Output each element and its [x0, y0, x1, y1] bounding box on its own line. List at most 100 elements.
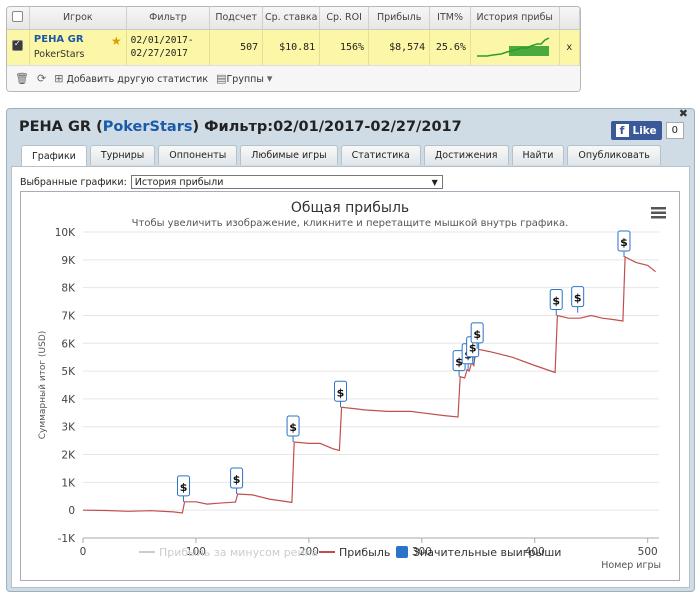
- y-tick-label: 1K: [61, 477, 76, 489]
- y-tick-label: -1K: [58, 533, 76, 545]
- groups-icon: ▤: [216, 72, 227, 85]
- player-cell: PEHA GR PokerStars ★: [29, 29, 127, 65]
- groups-dropdown[interactable]: ▤Группы ▾: [216, 72, 272, 85]
- col-profit[interactable]: Прибыль: [368, 7, 431, 30]
- filter-line-2: 02/27/2017: [130, 48, 188, 60]
- legend-profit-label[interactable]: Прибыль: [339, 546, 390, 559]
- chart-selector-row: Выбранные графики: История прибыли ▼: [20, 175, 443, 189]
- x-tick-label: 400: [525, 546, 545, 558]
- y-tick-label: 3K: [61, 422, 76, 434]
- tab-statistics[interactable]: Статистика: [340, 145, 421, 165]
- add-stats-label: Добавить другую статистик: [66, 74, 209, 85]
- stats-toolbar: 🗑 ⟳ ⊞ Добавить другую статистик ▤Группы …: [7, 65, 580, 91]
- facebook-like-widget: f Like 0: [610, 121, 684, 140]
- big-win-marker[interactable]: [470, 322, 484, 344]
- col-avg-roi[interactable]: Ср. ROI: [319, 7, 370, 30]
- big-win-marker-label: $: [469, 342, 477, 355]
- big-win-marker[interactable]: [286, 415, 300, 437]
- profit-cell: $8,574: [368, 29, 431, 65]
- col-profit-history[interactable]: История прибы: [470, 7, 560, 30]
- big-win-marker-label: $: [552, 294, 560, 307]
- tab-achievements[interactable]: Достижения: [423, 145, 509, 165]
- big-win-marker[interactable]: [230, 467, 244, 489]
- big-win-marker[interactable]: [334, 380, 348, 402]
- tab-charts[interactable]: Графики: [21, 145, 87, 166]
- col-avg-stake[interactable]: Ср. ставка: [262, 7, 321, 30]
- select-all-header[interactable]: [7, 7, 30, 30]
- big-win-marker-label: $: [574, 292, 582, 305]
- facebook-like-button[interactable]: f Like: [610, 121, 662, 140]
- legend-rake-label[interactable]: Прибыль за минусом рейка: [159, 546, 318, 559]
- big-win-marker-label: $: [289, 421, 297, 434]
- tab-tournaments[interactable]: Турниры: [89, 145, 156, 165]
- refresh-icon[interactable]: ⟳: [36, 72, 47, 85]
- profit-history-cell: [470, 29, 560, 65]
- tab-content: Выбранные графики: История прибыли ▼ Общ…: [11, 166, 690, 588]
- menu-icon[interactable]: [651, 216, 666, 219]
- big-win-marker[interactable]: [549, 288, 563, 310]
- chart-selector-value: История прибыли: [134, 176, 224, 188]
- big-win-marker-label: $: [620, 236, 628, 249]
- y-tick-label: 10K: [55, 227, 76, 239]
- row-checkbox-cell[interactable]: [7, 29, 30, 65]
- x-tick-label: 300: [412, 546, 432, 558]
- select-all-checkbox[interactable]: [12, 10, 24, 22]
- col-filter[interactable]: Фильтр: [126, 7, 211, 30]
- close-icon[interactable]: ✖: [678, 107, 688, 120]
- profit-chart[interactable]: Общая прибыль Чтобы увеличить изображение…: [20, 191, 680, 581]
- chevron-down-icon: ▾: [266, 72, 273, 85]
- y-tick-label: 2K: [61, 450, 76, 462]
- panel-tabs: Графики Турниры Оппоненты Любимые игры С…: [21, 145, 661, 166]
- trash-icon[interactable]: 🗑: [15, 72, 29, 85]
- big-win-marker[interactable]: [177, 475, 191, 497]
- x-axis-label: Номер игры: [601, 560, 661, 571]
- tab-find[interactable]: Найти: [511, 145, 565, 165]
- chart-subtitle: Чтобы увеличить изображение, кликните и …: [132, 218, 569, 229]
- filter-line-1: 02/01/2017-: [130, 35, 194, 47]
- chart-selector-dropdown[interactable]: История прибыли ▼: [130, 175, 443, 189]
- facebook-like-count: 0: [665, 122, 684, 139]
- tab-opponents[interactable]: Оппоненты: [158, 145, 238, 165]
- tab-publish[interactable]: Опубликовать: [567, 145, 661, 165]
- title-site-link[interactable]: PokerStars: [102, 119, 193, 135]
- count-cell: 507: [209, 29, 264, 65]
- table-row[interactable]: PEHA GR PokerStars ★ 02/01/2017- 02/27/2…: [7, 29, 580, 65]
- x-tick-label: 100: [186, 546, 206, 558]
- y-tick-label: 5K: [61, 366, 76, 378]
- avg-roi-cell: 156%: [319, 29, 370, 65]
- big-win-marker[interactable]: [571, 286, 585, 308]
- big-win-marker-label: $: [337, 386, 345, 399]
- x-tick-label: 0: [80, 546, 87, 558]
- menu-icon[interactable]: [651, 207, 666, 210]
- favorite-star-icon[interactable]: ★: [110, 33, 122, 48]
- y-tick-label: 4K: [61, 394, 76, 406]
- title-player: PEHA GR: [19, 119, 92, 135]
- profit-sparkline: [476, 37, 550, 57]
- row-checkbox[interactable]: [12, 39, 24, 52]
- col-remove: [559, 7, 580, 30]
- big-win-marker-label: $: [233, 473, 241, 486]
- add-stats-button[interactable]: ⊞ Добавить другую статистик: [54, 72, 208, 85]
- y-tick-label: 0: [68, 505, 75, 517]
- legend-bigwins-label[interactable]: Значительные выигрыши: [413, 546, 561, 559]
- chart-selector-label: Выбранные графики:: [20, 176, 127, 188]
- y-axis-label: Суммарный итог (USD): [38, 331, 48, 440]
- filter-cell: 02/01/2017- 02/27/2017: [126, 29, 211, 65]
- profit-chart-svg[interactable]: Общая прибыль Чтобы увеличить изображение…: [21, 192, 679, 580]
- col-itm[interactable]: ITM%: [429, 7, 471, 30]
- y-tick-label: 8K: [61, 283, 76, 295]
- x-tick-label: 500: [638, 546, 658, 558]
- stats-table: Игрок Фильтр Подсчет Ср. ставка Ср. ROI …: [6, 6, 581, 92]
- tab-favorite-games[interactable]: Любимые игры: [240, 145, 338, 165]
- legend-bigwins-swatch: [396, 546, 408, 558]
- col-count[interactable]: Подсчет: [209, 7, 264, 30]
- big-win-marker[interactable]: [617, 230, 631, 252]
- dropdown-arrow-icon: ▼: [431, 177, 438, 187]
- col-player[interactable]: Игрок: [29, 7, 127, 30]
- player-name-link[interactable]: PEHA GR: [33, 34, 84, 46]
- facebook-icon: f: [615, 124, 629, 137]
- menu-icon[interactable]: [651, 211, 666, 215]
- add-column-icon: ⊞: [54, 72, 64, 85]
- groups-label: Группы: [226, 74, 264, 85]
- remove-row-link[interactable]: x: [559, 29, 580, 65]
